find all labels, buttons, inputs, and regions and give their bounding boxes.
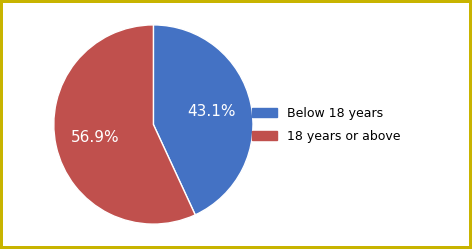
Legend: Below 18 years, 18 years or above: Below 18 years, 18 years or above bbox=[247, 102, 405, 147]
Wedge shape bbox=[153, 25, 253, 215]
Text: 56.9%: 56.9% bbox=[71, 130, 119, 145]
Text: 43.1%: 43.1% bbox=[187, 104, 236, 119]
Wedge shape bbox=[54, 25, 195, 224]
